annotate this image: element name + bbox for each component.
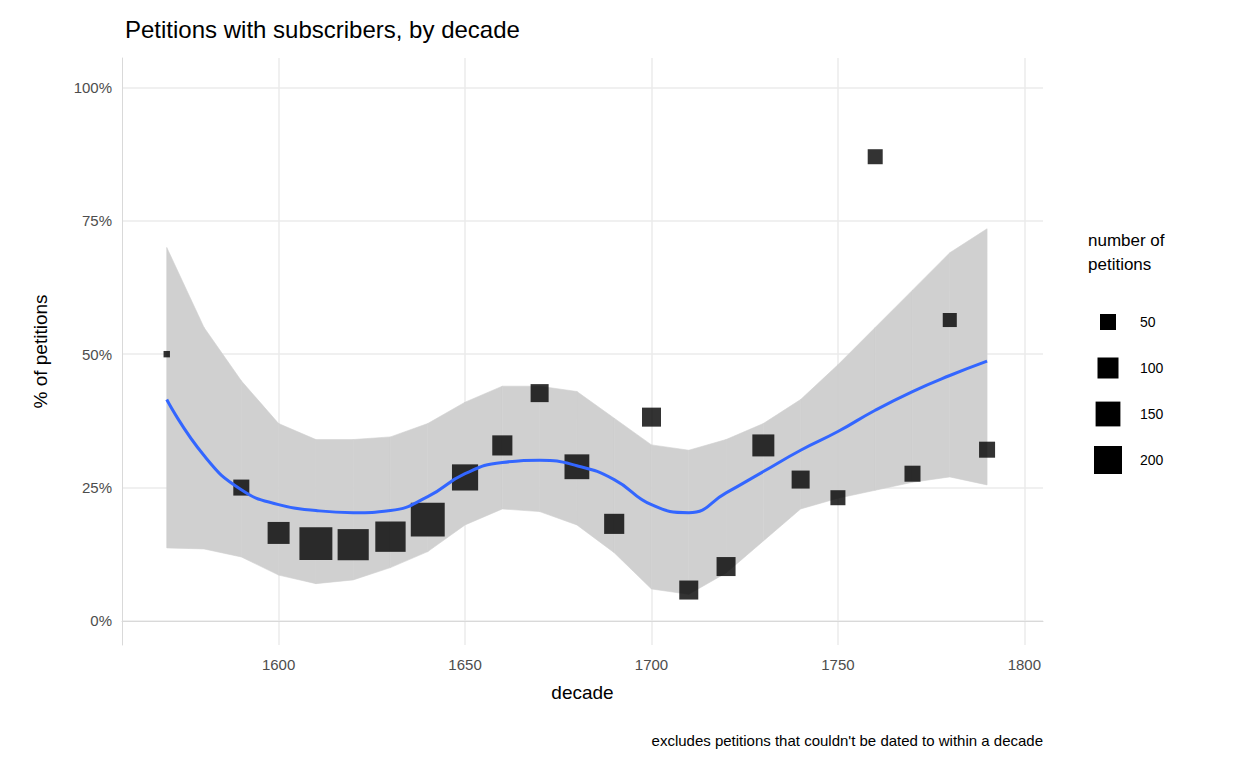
svg-text:1700: 1700 <box>635 656 668 673</box>
svg-text:excludes petitions that couldn: excludes petitions that couldn't be date… <box>652 732 1043 749</box>
svg-text:decade: decade <box>551 682 613 703</box>
svg-text:petitions: petitions <box>1088 255 1151 274</box>
svg-text:100: 100 <box>1140 360 1164 376</box>
svg-text:100%: 100% <box>74 79 112 96</box>
svg-text:number of: number of <box>1088 231 1165 250</box>
svg-text:% of petitions: % of petitions <box>30 294 51 408</box>
svg-text:Petitions with subscribers, by: Petitions with subscribers, by decade <box>125 16 520 43</box>
svg-text:1750: 1750 <box>821 656 854 673</box>
svg-text:200: 200 <box>1140 452 1164 468</box>
svg-text:25%: 25% <box>82 479 112 496</box>
svg-text:50: 50 <box>1140 314 1156 330</box>
svg-text:1800: 1800 <box>1008 656 1041 673</box>
svg-text:0%: 0% <box>90 612 112 629</box>
svg-text:1600: 1600 <box>262 656 295 673</box>
svg-text:50%: 50% <box>82 346 112 363</box>
svg-text:1650: 1650 <box>448 656 481 673</box>
svg-text:150: 150 <box>1140 406 1164 422</box>
svg-text:75%: 75% <box>82 212 112 229</box>
